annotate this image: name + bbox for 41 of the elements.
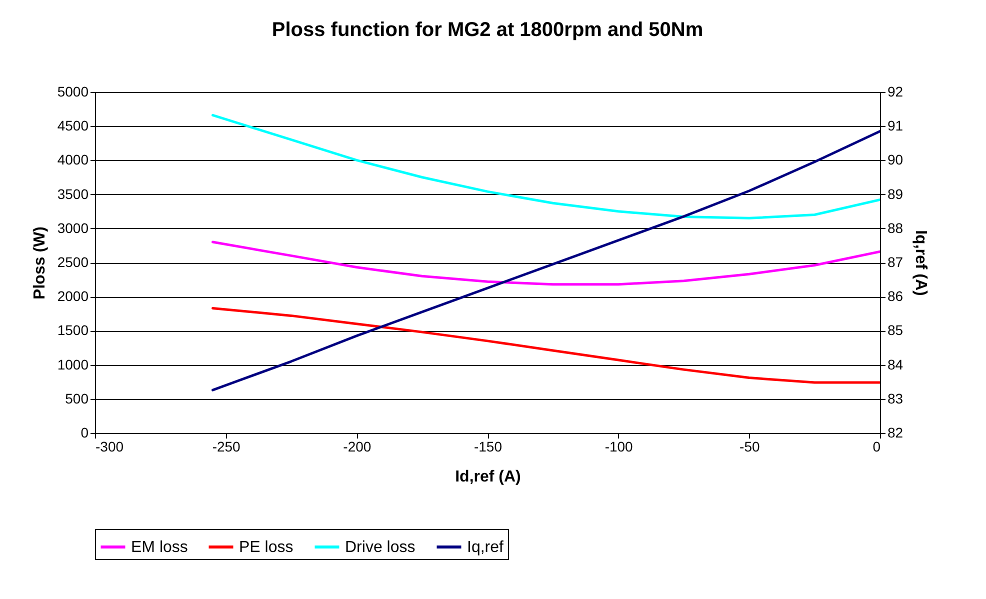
y-tick-label: 4000 <box>57 152 89 168</box>
legend-label: PE loss <box>239 539 294 556</box>
x-axis-title: Id,ref (A) <box>455 468 521 486</box>
legend-label: EM loss <box>131 539 188 556</box>
y2-tick-label: 86 <box>888 288 904 304</box>
y2-tick-label: 90 <box>888 152 904 168</box>
y2-tick-label: 87 <box>888 254 904 270</box>
legend-label: Iq,ref <box>467 539 504 556</box>
x-tick-label: -150 <box>474 438 502 454</box>
y2-tick-label: 83 <box>888 390 904 406</box>
y-tick-label: 1000 <box>57 356 89 372</box>
y-tick-label: 0 <box>80 424 89 440</box>
y2-tick-label: 88 <box>888 220 904 236</box>
x-tick-label: -250 <box>212 438 241 454</box>
y-tick-label: 3500 <box>57 186 89 202</box>
y-tick-label: 2500 <box>57 254 89 270</box>
y2-axis-title: Iq,ref (A) <box>912 230 930 296</box>
legend-label: Drive loss <box>345 539 416 556</box>
y-tick-label: 4500 <box>57 118 89 134</box>
y-tick-label: 2000 <box>57 288 89 304</box>
y2-tick-label: 85 <box>888 322 904 338</box>
y2-tick-label: 92 <box>888 84 904 100</box>
x-tick-label: 0 <box>872 438 881 454</box>
y-axis-title: Ploss (W) <box>31 226 48 300</box>
y2-tick-label: 89 <box>888 186 904 202</box>
y-tick-label: 500 <box>65 390 89 406</box>
x-tick-label: -200 <box>343 438 372 454</box>
x-tick-label: -100 <box>604 438 634 454</box>
y2-tick-label: 91 <box>888 118 904 134</box>
y-tick-label: 3000 <box>57 220 89 236</box>
x-tick-label: -300 <box>96 438 124 454</box>
y2-tick-label: 82 <box>888 424 904 440</box>
line-series <box>212 130 880 392</box>
chart-title: Ploss function for MG2 at 1800rpm and 50Nm <box>272 19 704 41</box>
y-tick-label: 5000 <box>57 84 89 100</box>
line-series <box>212 240 880 286</box>
y-tick-label: 1500 <box>57 322 89 338</box>
x-tick-label: -50 <box>740 438 760 454</box>
line-series <box>212 114 880 220</box>
line-series <box>212 306 880 384</box>
y2-tick-label: 84 <box>888 356 904 372</box>
